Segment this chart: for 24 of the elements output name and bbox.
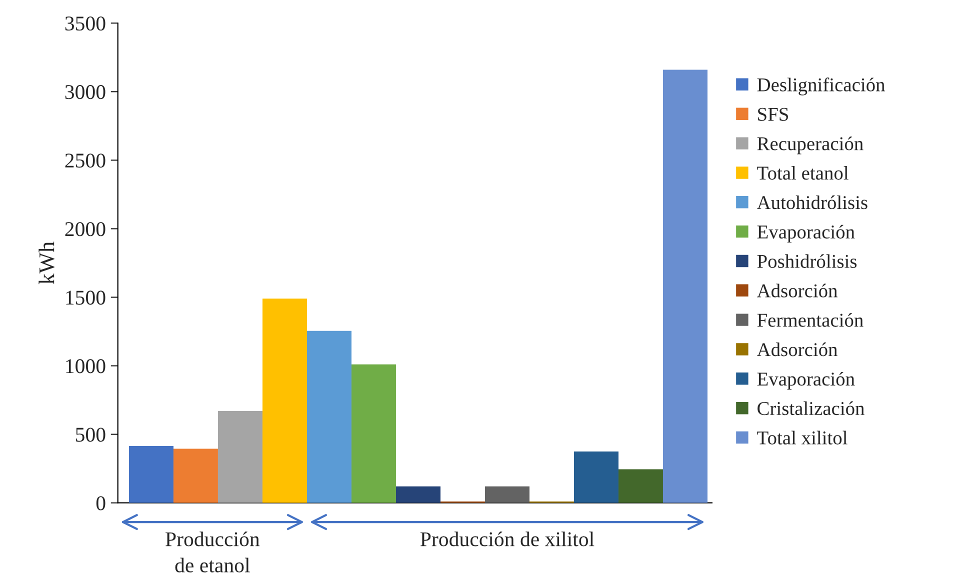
y-tick-label: 1500 (66, 290, 106, 305)
legend-label: Total etanol (757, 166, 848, 180)
legend-label: Recuperación (757, 136, 864, 154)
text: Producción de etanol (166, 532, 260, 572)
y-axis-title: kWh (38, 242, 54, 284)
legend-label: Adsorción (756, 284, 838, 298)
text: Producción de xilitol (420, 532, 594, 546)
y-tick-label: 0 (96, 496, 106, 510)
legend-label: Total xilitol (757, 430, 848, 444)
legend-label: Poshidrólisis (757, 254, 857, 268)
legend-label: Deslignificación (757, 78, 885, 96)
y-tick-label: 2000 (65, 222, 106, 236)
legend-label: Fermentación (757, 313, 864, 327)
legend-label: Cristalización (758, 401, 864, 416)
legend-label: Adsorción (756, 342, 838, 356)
y-tick-label: 3000 (65, 85, 106, 100)
legend-label: Evaporación (757, 224, 855, 243)
legend-label: SFS (758, 108, 788, 121)
y-tick-label: 1000 (66, 359, 106, 374)
y-tick-label: 3500 (65, 16, 106, 31)
legend-label: Autohidrólisis (756, 195, 868, 210)
y-tick-label: 500 (76, 428, 106, 442)
legend-label: Evaporación (757, 372, 855, 390)
y-tick-label: 2500 (65, 154, 106, 168)
